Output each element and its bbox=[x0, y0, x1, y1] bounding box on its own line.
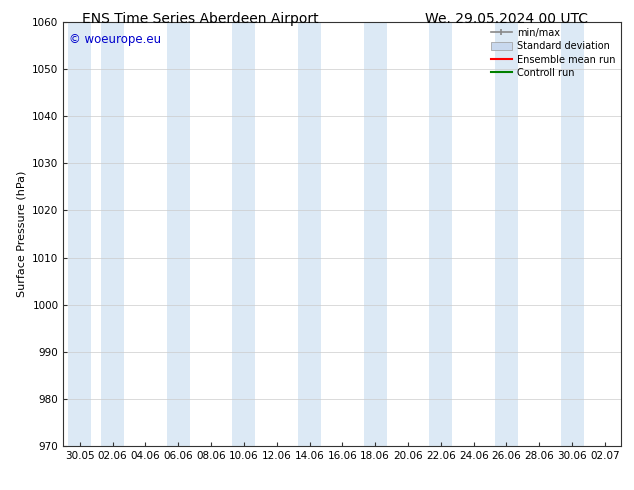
Bar bbox=[364, 22, 387, 446]
Bar bbox=[68, 22, 91, 446]
Bar bbox=[101, 22, 124, 446]
Bar bbox=[429, 22, 452, 446]
Bar bbox=[233, 22, 256, 446]
Bar bbox=[167, 22, 190, 446]
Bar bbox=[560, 22, 583, 446]
Legend: min/max, Standard deviation, Ensemble mean run, Controll run: min/max, Standard deviation, Ensemble me… bbox=[487, 24, 619, 82]
Text: ENS Time Series Aberdeen Airport: ENS Time Series Aberdeen Airport bbox=[82, 12, 319, 26]
Bar bbox=[298, 22, 321, 446]
Y-axis label: Surface Pressure (hPa): Surface Pressure (hPa) bbox=[16, 171, 27, 297]
Bar bbox=[495, 22, 518, 446]
Text: We. 29.05.2024 00 UTC: We. 29.05.2024 00 UTC bbox=[425, 12, 588, 26]
Text: © woeurope.eu: © woeurope.eu bbox=[69, 33, 161, 46]
